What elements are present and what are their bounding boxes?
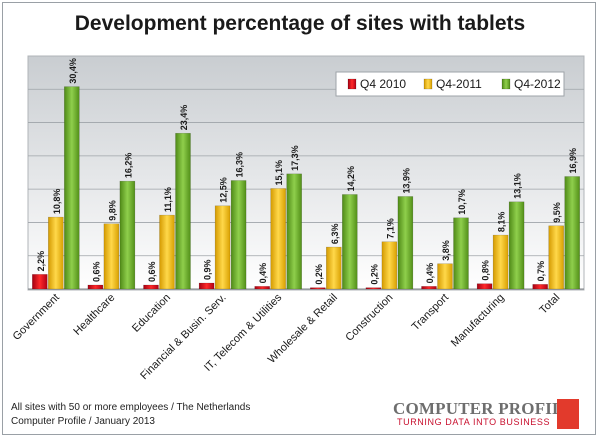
data-label: 16,3% <box>235 152 245 178</box>
bar-construction-q4-2012 <box>397 196 414 290</box>
chart-title: Development percentage of sites with tab… <box>74 12 526 35</box>
data-label: 12,5% <box>219 177 229 203</box>
data-label: 3,8% <box>441 240 451 261</box>
logo-tagline: TURNING DATA INTO BUSINESS <box>397 417 551 427</box>
bar-manufacturing-q4-2012 <box>508 201 525 290</box>
bar-it-telecom-utilities-q4-2010 <box>254 286 270 290</box>
bar-government-q4-2011 <box>48 216 64 290</box>
legend-swatch-q4-2012 <box>501 78 511 90</box>
x-tick-label: Manufacturing <box>449 292 507 350</box>
footnote-source: Computer Profile / January 2013 <box>11 416 155 427</box>
data-label: 16,9% <box>568 148 578 174</box>
footnote-sample: All sites with 50 or more employees / Th… <box>11 402 251 413</box>
data-label: 23,4% <box>179 105 189 131</box>
data-label: 10,8% <box>52 189 62 215</box>
data-label: 0,2% <box>314 264 324 285</box>
bar-healthcare-q4-2010 <box>87 284 104 290</box>
data-label: 15,1% <box>274 160 284 186</box>
data-label: 8,1% <box>497 212 507 233</box>
logo-mark <box>557 399 579 429</box>
legend-box <box>335 71 565 97</box>
x-tick-label: Construction <box>343 292 395 344</box>
data-label: 14,2% <box>346 166 356 192</box>
data-label: 0,6% <box>91 261 101 282</box>
bar-wholesale-retail-q4-2011 <box>326 246 342 290</box>
data-label: 0,9% <box>203 259 213 280</box>
bar-transport-q4-2012 <box>453 217 469 290</box>
legend-label-q4-2010: Q4 2010 <box>360 77 406 91</box>
bar-total-q4-2012 <box>564 176 580 290</box>
data-label: 13,9% <box>401 168 411 194</box>
data-label: 10,7% <box>457 189 467 215</box>
legend: Q4 2010 Q4-2011 Q4-2012 <box>335 71 565 97</box>
bar-construction-q4-2011 <box>381 241 398 290</box>
logo-name: COMPUTER PROFILE <box>393 399 576 418</box>
bar-financial-busin-serv-q4-2011 <box>214 205 231 290</box>
bar-construction-q4-2010 <box>365 287 382 290</box>
legend-label-q4-2011: Q4-2011 <box>436 77 482 91</box>
bar-healthcare-q4-2011 <box>103 223 120 290</box>
data-label: 0,7% <box>536 261 546 282</box>
bar-education-q4-2012 <box>175 132 191 290</box>
bar-total-q4-2011 <box>548 225 564 290</box>
data-label: 16,2% <box>123 153 133 179</box>
bar-it-telecom-utilities-q4-2011 <box>270 188 286 290</box>
data-label: 6,3% <box>330 224 340 245</box>
bar-education-q4-2011 <box>159 214 175 290</box>
bars <box>32 86 580 290</box>
bar-manufacturing-q4-2011 <box>492 234 509 290</box>
x-tick-label: Total <box>537 292 562 317</box>
data-label: 0,4% <box>425 263 435 284</box>
x-tick-label: Education <box>130 292 173 335</box>
computer-profile-logo: COMPUTER PROFILE TURNING DATA INTO BUSIN… <box>393 399 587 429</box>
x-tick-label: Government <box>11 292 62 343</box>
data-label: 17,3% <box>290 145 300 171</box>
bar-government-q4-2010 <box>32 274 48 290</box>
data-label: 9,8% <box>107 200 117 221</box>
bar-total-q4-2010 <box>532 284 548 290</box>
legend-label-q4-2012: Q4-2012 <box>514 77 561 91</box>
bar-it-telecom-utilities-q4-2012 <box>286 173 302 290</box>
bar-transport-q4-2010 <box>421 286 437 290</box>
legend-swatch-q4-2011 <box>423 78 433 90</box>
data-label: 0,4% <box>258 263 268 284</box>
x-tick-label: Healthcare <box>71 292 117 338</box>
bar-transport-q4-2011 <box>437 263 453 290</box>
data-label: 13,1% <box>513 173 523 199</box>
bar-wholesale-retail-q4-2012 <box>342 194 358 290</box>
legend-swatch-q4-2010 <box>347 78 357 90</box>
data-label: 2,2% <box>36 251 46 272</box>
data-label: 0,2% <box>369 264 379 285</box>
data-label: 0,8% <box>481 260 491 281</box>
bar-financial-busin-serv-q4-2012 <box>230 180 247 290</box>
bar-wholesale-retail-q4-2010 <box>310 287 326 290</box>
data-label: 11,1% <box>163 187 173 212</box>
data-labels: 2,2% 10,8% 30,4% 0,6% 9,8% 16,2% 0,6% 11,1% 23,4… <box>36 58 578 285</box>
data-label: 9,5% <box>552 202 562 223</box>
bar-healthcare-q4-2012 <box>119 180 136 290</box>
data-label: 7,1% <box>385 218 395 239</box>
data-label: 0,6% <box>147 261 157 282</box>
bar-manufacturing-q4-2010 <box>476 283 493 290</box>
x-tick-label: Transport <box>410 292 451 333</box>
bar-government-q4-2012 <box>64 86 80 290</box>
bar-education-q4-2010 <box>143 284 159 290</box>
data-label: 30,4% <box>68 58 78 84</box>
bar-financial-busin-serv-q4-2010 <box>198 282 215 290</box>
